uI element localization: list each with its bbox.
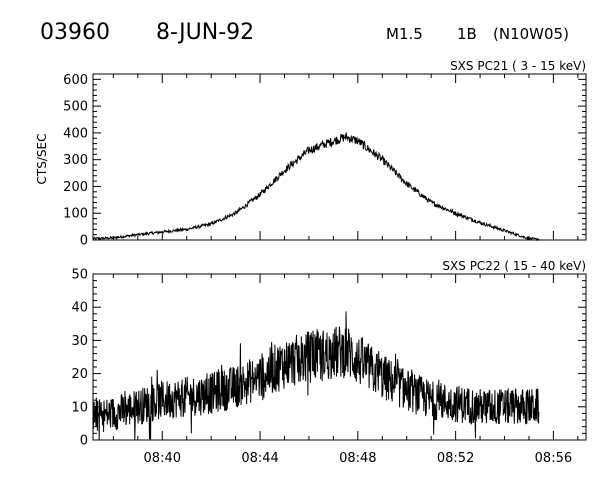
x-tick-label: 08:48: [339, 451, 376, 466]
pc22-y-tick-label: 40: [71, 301, 88, 316]
pc21-plot-frame: [92, 73, 587, 241]
x-tick-label: 08:44: [241, 451, 278, 466]
pc21-y-tick-label: 600: [63, 73, 88, 88]
flare-class: M1.5: [386, 25, 423, 43]
pc21-title: SXS PC21 ( 3 - 15 keV): [450, 59, 586, 73]
x-tick-label: 08:56: [535, 451, 572, 466]
x-tick-label: 08:52: [437, 451, 474, 466]
x-tick-label: 08:40: [144, 451, 181, 466]
pc22-y-tick-label: 10: [71, 400, 88, 415]
flare-location: (N10W05): [493, 25, 569, 43]
pc21-panel: SXS PC21 ( 3 - 15 keV) CTS/SEC 0 100 200 30…: [35, 59, 587, 249]
optical-class: 1B: [457, 25, 477, 43]
event-id: 03960: [40, 20, 110, 45]
pc22-series-line: [92, 311, 540, 441]
pc21-series-line: [92, 131, 540, 242]
pc21-y-tick-label: 300: [63, 153, 88, 168]
pc22-y-tick-label: 0: [80, 434, 88, 449]
pc21-y-tick-label: 0: [80, 234, 88, 249]
pc22-title: SXS PC22 ( 15 - 40 keV): [442, 259, 586, 273]
event-date: 8-JUN-92: [156, 20, 254, 45]
pc22-y-tick-label: 50: [71, 268, 88, 283]
pc22-y-tick-label: 30: [71, 334, 88, 349]
pc22-panel: SXS PC22 ( 15 - 40 keV) 0 10 20 30 40 50 08:40…: [71, 259, 587, 466]
pc22-plot-frame: [92, 273, 587, 441]
pc21-y-tick-label: 400: [63, 126, 88, 141]
y-axis-label: CTS/SEC: [35, 134, 49, 185]
pc22-y-tick-label: 20: [71, 367, 88, 382]
pc21-y-tick-label: 200: [63, 180, 88, 195]
pc21-y-tick-label: 500: [63, 100, 88, 115]
pc21-y-tick-label: 100: [63, 207, 88, 222]
